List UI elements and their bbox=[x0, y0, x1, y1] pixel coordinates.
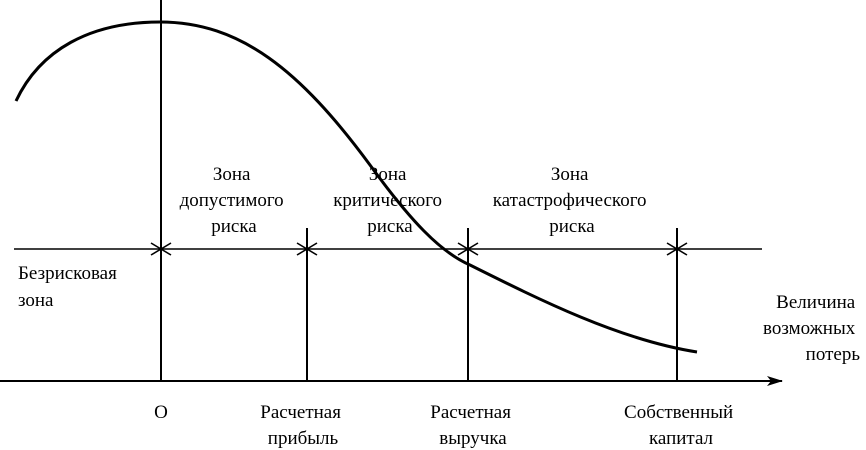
zone-critical-label: Зона критического риска bbox=[333, 164, 447, 237]
marker-origin-label: О bbox=[154, 402, 168, 423]
axis-title: Величина возможных потерь bbox=[763, 292, 860, 365]
marker-capital-label: Собственный капитал bbox=[624, 402, 738, 449]
cross-capital bbox=[666, 242, 688, 256]
marker-profit-label: Расчетная прибыль bbox=[260, 402, 345, 449]
zone-riskless-label: Безрисковая зона bbox=[18, 263, 122, 311]
zone-catastrophic-label: Зона катастрофического риска bbox=[493, 164, 652, 237]
cross-revenue bbox=[457, 242, 479, 256]
cross-markers bbox=[150, 242, 688, 256]
cross-origin bbox=[150, 242, 172, 256]
cross-profit bbox=[296, 242, 318, 256]
zone-acceptable-label: Зона допустимого риска bbox=[180, 164, 289, 237]
loss-curve bbox=[14, 20, 698, 354]
marker-revenue-label: Расчетная выручка bbox=[430, 402, 515, 449]
